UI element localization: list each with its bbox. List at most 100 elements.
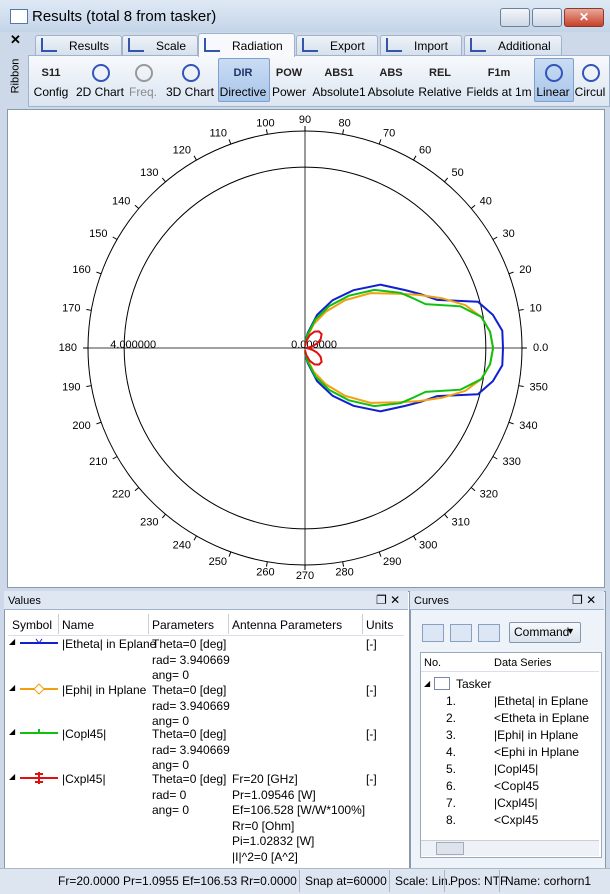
angle-tick: [266, 129, 267, 134]
legend-name: |Copl45|: [62, 727, 106, 741]
status-separator: [299, 870, 300, 892]
legend-glyph: [20, 727, 60, 739]
curve-name[interactable]: |Copl45|: [494, 762, 538, 776]
status-text: Snap at=60000: [305, 874, 387, 888]
minimize-button[interactable]: [500, 8, 530, 27]
angle-tick-label: 130: [140, 167, 158, 179]
legend-name: |Cxpl45|: [62, 772, 106, 786]
legend-name: |Ephi| in Hplane: [62, 683, 146, 697]
tree-root[interactable]: Tasker: [456, 677, 491, 691]
curve-name[interactable]: <Cxpl45: [494, 813, 538, 827]
status-separator: [389, 870, 390, 892]
antenna-parameter-line: |I|^2=0 [A^2]: [232, 850, 298, 864]
angle-tick: [86, 309, 91, 310]
parameter-line: rad= 0: [152, 788, 186, 802]
angle-tick: [162, 514, 165, 518]
curve-name[interactable]: |Ephi| in Hplane: [494, 728, 578, 742]
angle-tick-label: 200: [72, 420, 90, 432]
angle-tick: [471, 487, 475, 490]
angle-tick-label: 310: [452, 517, 470, 529]
angle-tick-label: 80: [338, 117, 350, 129]
legend-glyph: [20, 772, 60, 784]
toolbar-icon[interactable]: [422, 624, 444, 642]
ribbon-button-label[interactable]: Circul: [550, 85, 610, 99]
tab-icon: [41, 38, 57, 52]
ribbon-icon: [182, 64, 200, 82]
angle-tick: [229, 552, 231, 557]
angle-tick-label: 220: [112, 488, 130, 500]
units: [-]: [366, 637, 377, 651]
angle-tick: [229, 139, 231, 144]
angle-tick: [519, 309, 524, 310]
curve-number: 4.: [430, 745, 456, 759]
curve-number: 2.: [430, 711, 456, 725]
angle-tick-label: 110: [209, 128, 227, 140]
plot-area: 0.0000004.0000000.0102030405060708090100…: [7, 109, 605, 588]
polar-chart: 0.0000004.0000000.0102030405060708090100…: [8, 110, 604, 587]
parameter-line: Theta=0 [deg]: [152, 637, 226, 651]
parameter-line: rad= 3.940669: [152, 653, 230, 667]
column-header: Units: [366, 618, 393, 632]
angle-tick-label: 0.0: [533, 342, 548, 354]
ribbon-icon-text: REL: [410, 67, 470, 79]
angle-tick-label: 10: [530, 302, 542, 314]
toolbar-icon[interactable]: [450, 624, 472, 642]
values-title: Values: [8, 595, 41, 607]
parameter-line: Theta=0 [deg]: [152, 727, 226, 741]
angle-tick: [343, 129, 344, 134]
ribbon-close[interactable]: ✕: [10, 32, 21, 48]
toolbar-icon[interactable]: [478, 624, 500, 642]
antenna-parameter-line: Fr=20 [GHz]: [232, 772, 298, 786]
parameter-line: rad= 3.940669: [152, 743, 230, 757]
angle-tick: [86, 386, 91, 387]
tab-icon: [302, 38, 318, 52]
panel-buttons[interactable]: ❐ ✕: [376, 593, 400, 607]
curve-name[interactable]: <Copl45: [494, 779, 539, 793]
ribbon-icon: [135, 64, 153, 82]
curve-number: 5.: [430, 762, 456, 776]
angle-tick: [414, 536, 417, 540]
tab-label: Additional: [498, 39, 551, 53]
maximize-button[interactable]: [532, 8, 562, 27]
angle-tick: [471, 205, 475, 208]
curve-name[interactable]: |Etheta| in Eplane: [494, 694, 588, 708]
parameter-line: rad= 3.940669: [152, 699, 230, 713]
angle-tick-label: 90: [299, 114, 311, 126]
parameter-line: Theta=0 [deg]: [152, 772, 226, 786]
angle-tick: [509, 272, 514, 274]
angle-tick: [493, 457, 497, 460]
tree-root-icon: [434, 677, 450, 690]
tab-icon: [128, 38, 144, 52]
curve-name[interactable]: <Ephi in Hplane: [494, 745, 579, 759]
tab-label: Radiation: [232, 39, 283, 53]
window-title: Results (total 8 from tasker): [32, 8, 216, 25]
angle-tick: [444, 178, 447, 182]
angle-tick-label: 120: [173, 144, 191, 156]
ribbon-body: [28, 55, 610, 107]
units: [-]: [366, 683, 377, 697]
antenna-parameter-line: Ef=106.528 [W/W*100%]: [232, 803, 365, 817]
angle-tick-label: 30: [502, 228, 514, 240]
tab-label: Export: [330, 39, 365, 53]
curve-name[interactable]: <Etheta in Eplane: [494, 711, 589, 725]
units: [-]: [366, 727, 377, 741]
curve-name[interactable]: |Cxpl45|: [494, 796, 538, 810]
angle-tick-label: 50: [452, 167, 464, 179]
antenna-parameter-line: Rr=0 [Ohm]: [232, 819, 294, 833]
tab-icon: [386, 38, 402, 52]
angle-tick: [414, 156, 417, 160]
ribbon-icon-text: S11: [21, 67, 81, 79]
ribbon-icon: [92, 64, 110, 82]
command-label[interactable]: Command: [514, 625, 569, 639]
angle-tick-label: 150: [89, 228, 107, 240]
close-button[interactable]: ✕: [564, 8, 604, 27]
ribbon-icon-text: F1m: [469, 67, 529, 79]
panel-buttons[interactable]: ❐ ✕: [572, 593, 596, 607]
angle-tick-label: 210: [89, 456, 107, 468]
column-separator: [362, 614, 363, 634]
header-rule: [8, 635, 404, 636]
app-icon: [10, 9, 28, 24]
angle-tick: [162, 178, 165, 182]
angle-tick: [493, 237, 497, 240]
